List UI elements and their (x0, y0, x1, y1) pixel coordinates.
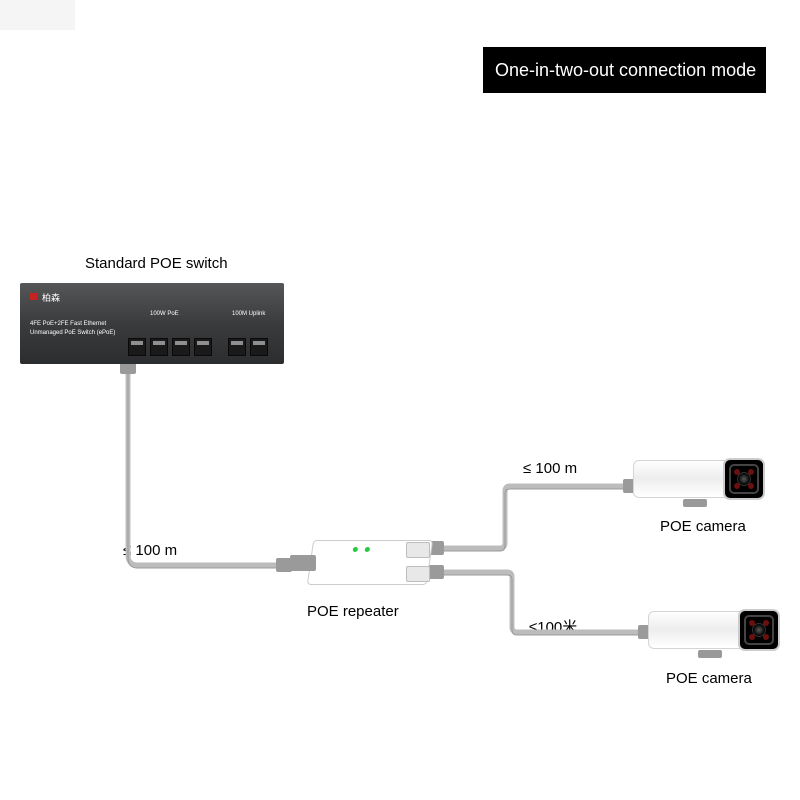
switch-body: 柏森 4FE PoE+2FE Fast Ethernet Unmanaged P… (20, 283, 284, 364)
ir-led-icon (749, 620, 755, 626)
ethernet-port-icon (194, 338, 212, 356)
corner-badge (0, 0, 75, 30)
ir-led-icon (734, 469, 740, 475)
poe-repeater (290, 530, 440, 598)
cable-repeater-to-camera-top (432, 486, 635, 548)
switch-brand: 柏森 (42, 291, 60, 304)
camera-mount (698, 650, 722, 658)
cable-shadow (432, 489, 635, 551)
switch-desc2: Unmanaged PoE Switch (ePoE) (30, 330, 115, 336)
ir-led-icon (749, 634, 755, 640)
ir-led-icon (748, 469, 754, 475)
camera-lens-icon (738, 609, 780, 651)
poe-camera-bottom (648, 603, 778, 658)
poe-switch: 柏森 4FE PoE+2FE Fast Ethernet Unmanaged P… (20, 283, 284, 364)
poe-camera-top (633, 452, 763, 507)
camera-top-label: POE camera (660, 518, 746, 535)
uplink-port-group (228, 338, 268, 356)
switch-sec1: 100W PoE (150, 311, 179, 317)
ethernet-port-icon (150, 338, 168, 356)
switch-label: Standard POE switch (85, 255, 228, 272)
ethernet-port-icon (250, 338, 268, 356)
repeater-output-port-icon (406, 566, 430, 582)
repeater-output-port-icon (406, 542, 430, 558)
ir-led-icon (763, 620, 769, 626)
dist-repeater-cam-bottom-label: ≤100米 (529, 616, 577, 637)
ethernet-port-icon (128, 338, 146, 356)
led-icon (364, 547, 370, 552)
switch-desc1: 4FE PoE+2FE Fast Ethernet (30, 321, 106, 327)
ir-led-icon (748, 483, 754, 489)
ethernet-port-icon (228, 338, 246, 356)
title-bar: One-in-two-out connection mode (483, 47, 766, 93)
ir-led-icon (734, 483, 740, 489)
switch-sec2: 100M Uplink (232, 311, 265, 317)
ethernet-port-icon (172, 338, 190, 356)
title-text: One-in-two-out connection mode (495, 60, 756, 81)
dist-switch-repeater-label: ≤ 100 m (123, 542, 177, 559)
cable-switch-to-repeater-shadow (128, 373, 290, 568)
led-icon (352, 547, 358, 552)
camera-lens-icon (723, 458, 765, 500)
camera-bottom-label: POE camera (666, 670, 752, 687)
dist-repeater-cam-top-label: ≤ 100 m (523, 460, 577, 477)
camera-lens-inner (729, 464, 759, 494)
cable-switch-to-repeater (128, 370, 290, 565)
ir-led-icon (763, 634, 769, 640)
repeater-input-plug-icon (290, 555, 316, 571)
repeater-label: POE repeater (307, 603, 399, 620)
camera-mount (683, 499, 707, 507)
poe-port-group (128, 338, 212, 356)
camera-lens-inner (744, 615, 774, 645)
brand-mark-icon (30, 293, 37, 300)
